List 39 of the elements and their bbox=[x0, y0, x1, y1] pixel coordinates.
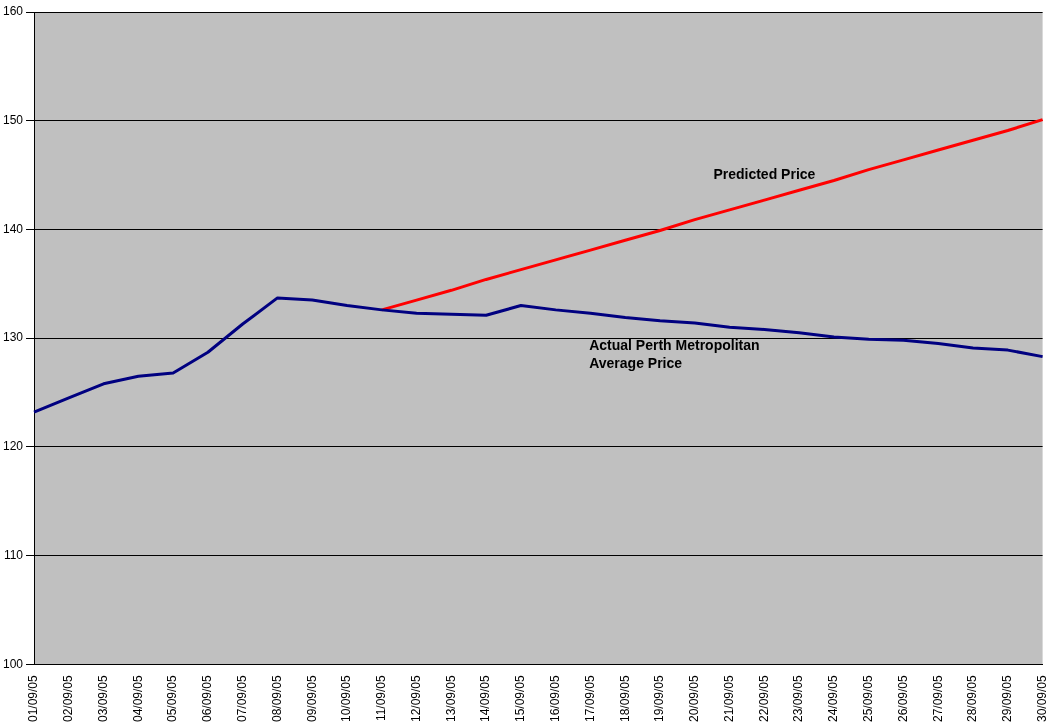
x-tick-label: 17/09/05 bbox=[582, 674, 597, 723]
x-tick-label: 16/09/05 bbox=[548, 674, 563, 723]
x-tick-label: 11/09/05 bbox=[374, 674, 389, 722]
x-tick-label: 15/09/05 bbox=[513, 674, 528, 723]
x-tick-label: 09/09/05 bbox=[304, 674, 319, 723]
series-label: Predicted Price bbox=[713, 165, 816, 182]
x-tick-label: 22/09/05 bbox=[756, 674, 771, 723]
y-tick-label: 100 bbox=[2, 656, 24, 671]
x-tick-label: 01/09/05 bbox=[26, 674, 41, 723]
x-tick-label: 27/09/05 bbox=[930, 674, 945, 723]
y-tick-label: 140 bbox=[2, 221, 24, 236]
x-tick-label: 21/09/05 bbox=[721, 674, 736, 723]
x-tick-label: 29/09/05 bbox=[1000, 674, 1015, 723]
x-tick-label: 03/09/05 bbox=[95, 674, 110, 723]
x-tick-label: 02/09/05 bbox=[61, 674, 76, 723]
y-tick-label: 150 bbox=[2, 113, 24, 128]
x-tick-label: 06/09/05 bbox=[200, 674, 215, 723]
x-tick-label: 19/09/05 bbox=[652, 674, 667, 723]
x-tick-label: 05/09/05 bbox=[165, 674, 180, 723]
x-tick-label: 25/09/05 bbox=[861, 674, 876, 723]
x-tick-label: 07/09/05 bbox=[235, 674, 250, 723]
x-tick-label: 04/09/05 bbox=[130, 674, 145, 723]
x-tick-label: 24/09/05 bbox=[826, 674, 841, 723]
x-tick-label: 18/09/05 bbox=[617, 674, 632, 723]
x-tick-label: 10/09/05 bbox=[339, 674, 354, 723]
y-tick-label: 110 bbox=[3, 547, 24, 562]
x-tick-label: 28/09/05 bbox=[965, 674, 980, 723]
y-tick-label: 130 bbox=[2, 330, 24, 345]
x-tick-label: 13/09/05 bbox=[443, 674, 458, 723]
y-tick-label: 160 bbox=[2, 4, 24, 19]
x-tick-label: 14/09/05 bbox=[478, 674, 493, 723]
x-tick-label: 08/09/05 bbox=[269, 674, 284, 723]
x-tick-label: 20/09/05 bbox=[687, 674, 702, 723]
y-tick-label: 120 bbox=[2, 439, 24, 454]
x-tick-label: 12/09/05 bbox=[408, 674, 423, 723]
x-tick-label: 30/09/05 bbox=[1034, 674, 1049, 723]
series-label: Actual Perth Metropolitan Average Price bbox=[589, 337, 760, 372]
x-tick-label: 26/09/05 bbox=[895, 674, 910, 723]
x-tick-label: 23/09/05 bbox=[791, 674, 806, 723]
